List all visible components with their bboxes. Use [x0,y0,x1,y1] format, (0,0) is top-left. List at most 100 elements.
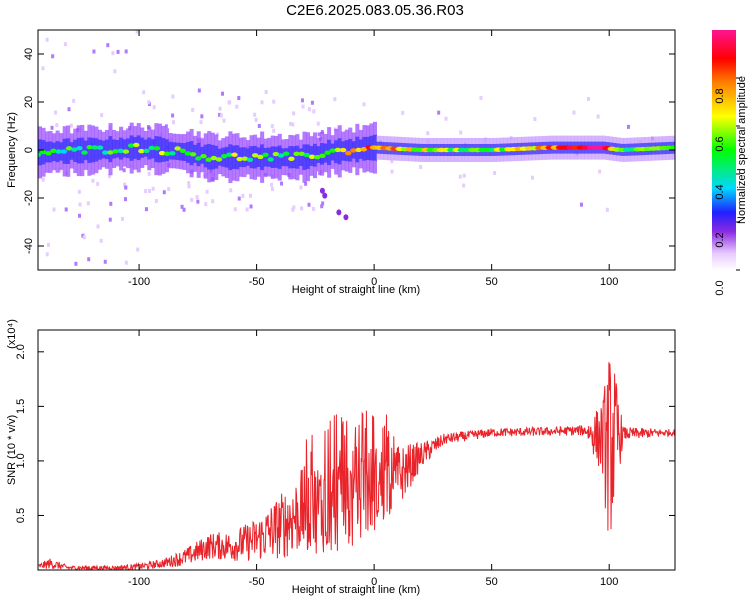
spectrogram-core [267,147,272,167]
spectrogram-speckle [218,112,222,117]
spectrogram-ridge-point [127,143,135,148]
spectrogram-speckle [113,69,117,74]
spectrogram-ridge-point [231,152,238,157]
spectrogram-speckle [167,187,171,192]
spectrogram-speckle [222,118,226,123]
spectrogram-speckle [257,123,261,128]
spectrogram-speckle [96,224,100,229]
snr-ticks: -100 -50 0 50 100 0.5 1.0 1.5 2.0 [15,330,675,588]
spectrogram-ridge-point [350,148,357,153]
spectrogram-ridge-point [107,150,114,155]
spectrogram-ridge-point [122,149,130,154]
colorbar-ticks: 0.0 0.2 0.4 0.6 0.8 [714,77,740,296]
spectrogram-core [295,145,300,169]
spectrogram-speckle [586,96,590,101]
spectrogram-speckle [221,91,225,96]
spectrogram-core [119,137,124,160]
spectrogram-core [80,137,85,164]
spectrogram-core [263,147,268,167]
spectrogram-speckle [300,98,304,103]
spectrogram-speckle [253,112,257,117]
spectrogram-speckle [41,66,45,71]
spectrogram-ridge-point [164,151,171,157]
spectrogram-speckle [99,238,103,243]
spectrogram-marks [38,30,675,266]
spectrogram-xtick-label: -50 [249,276,265,288]
spectrogram-core [136,135,141,161]
spectrogram-speckle [45,252,49,257]
spectrogram-ridge-point [65,146,73,151]
spectrogram-speckle [462,183,466,188]
spectrogram-core [196,142,201,167]
spectrogram-ridge-point [45,151,52,156]
spectrogram-speckle [218,106,222,111]
spectrogram-ridge-point [205,157,212,162]
spectrogram-ridge-point [220,154,228,159]
spectrogram-ridge-point [102,150,109,155]
spectrogram-speckle [459,130,463,135]
spectrogram-speckle [100,113,104,118]
spectrogram-xlabel: Height of straight line (km) [292,284,420,296]
spectrogram-core [235,145,240,170]
spectrogram-core [168,141,173,160]
spectrogram-speckle [91,178,95,183]
spectrogram-speckle [69,123,73,128]
colorbar-label: Normalized spectral amplitude [736,76,748,224]
spectrogram-core [143,139,148,157]
spectrogram-ridge-point [153,146,161,151]
spectrogram-speckle [270,182,274,187]
spectrogram-speckle [312,206,316,211]
spectrogram-speckle [86,201,90,206]
snr-xtick-label: 50 [486,576,498,588]
spectrogram-ridge-point [267,157,274,162]
spectrogram-core [87,137,92,163]
spectrogram-ridge-point [38,152,42,157]
spectrogram-core [83,140,88,161]
spectrogram-speckle [317,132,321,137]
spectrogram-speckle [195,195,199,200]
spectrogram-core [76,137,81,164]
spectrogram-speckle [300,206,304,211]
spectrogram-speckle [63,42,67,47]
snr-ytick-label: 2.0 [15,344,27,359]
spectrogram-core [171,142,177,160]
spectrogram-speckle [307,202,311,207]
spectrogram-core [122,139,127,158]
spectrogram-speckle [479,95,483,100]
snr-frame [37,329,676,571]
spectrogram-core [90,137,95,163]
spectrogram-speckle [426,131,430,136]
colorbar-tick-label: 0.0 [714,280,726,295]
spectrogram-speckle [142,90,146,95]
spectrogram-speckle [171,94,175,99]
spectrogram-core [231,145,236,169]
spectrogram-speckle [124,49,128,54]
spectrogram-ridge-point [334,147,342,153]
spectrogram-speckle [135,30,139,34]
spectrogram-core [66,138,71,164]
spectrogram-speckle [108,174,112,179]
spectrogram-speckle [74,261,78,266]
spectrogram-speckle [144,207,148,212]
spectrogram-speckle [190,197,194,202]
spectrogram-speckle [172,120,176,125]
snr-marks [38,362,675,570]
spectrogram-speckle [180,204,184,209]
spectrogram-ridge-point [143,148,150,154]
colorbar-tick-label: 0.6 [714,136,726,151]
spectrogram-speckle [301,104,305,109]
spectrogram-speckle [148,189,152,194]
spectrogram-ridge-point [174,146,181,151]
spectrogram-speckle [280,181,284,186]
spectrogram-core [94,138,99,162]
spectrogram-core [104,139,110,160]
snr-multiplier: (x10⁴) [6,319,18,349]
spectrogram-ylabel: Frequency (Hz) [6,112,18,188]
spectrogram-core [270,146,275,168]
spectrogram-core [157,136,162,163]
spectrogram-ytick-label: -40 [23,238,35,254]
colorbar: 0.0 0.2 0.4 0.6 0.8 Normalized spectral ampl… [712,30,748,296]
spectrogram-speckle [128,126,132,131]
spectrogram-panel: -100 -50 0 50 100 -40 -20 0 20 40 Height of strai… [6,29,676,296]
